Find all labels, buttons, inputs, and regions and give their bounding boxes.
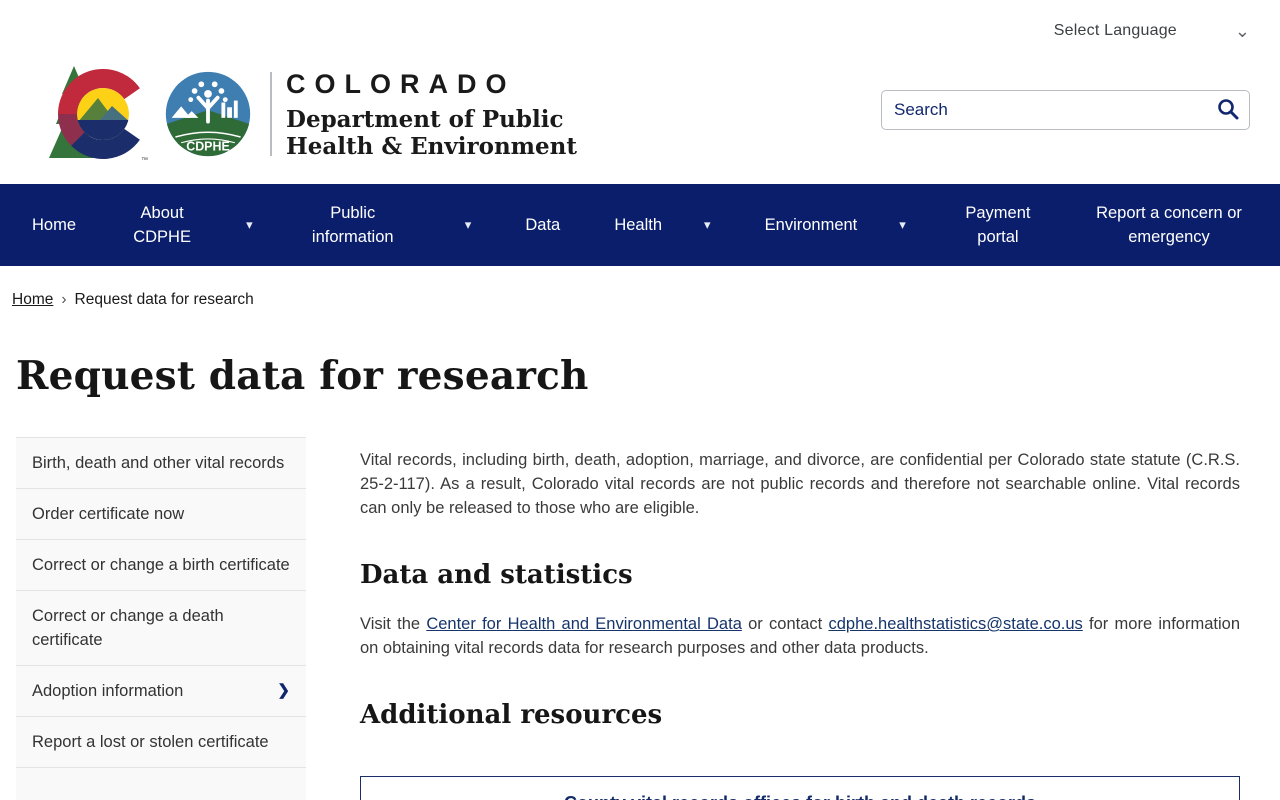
site-header: Select Language ⌄ ™	[0, 0, 1280, 184]
intro-paragraph: Vital records, including birth, death, a…	[360, 451, 1240, 517]
sidebar-item-correct-death-certificate[interactable]: Correct or change a death certificate	[16, 591, 306, 666]
sidebar-item-vital-records[interactable]: Birth, death and other vital records	[16, 438, 306, 489]
resource-box: County vital records offices for birth a…	[360, 776, 1240, 800]
trademark-symbol: ™	[141, 157, 148, 164]
data-statistics-paragraph: Visit the Center for Health and Environm…	[360, 612, 1240, 660]
nav-item-environment[interactable]: Environment ▾	[765, 213, 906, 237]
breadcrumb-separator: ›	[61, 291, 67, 308]
additional-resources-heading: Additional resources	[360, 700, 663, 730]
health-statistics-email-link[interactable]: cdphe.healthstatistics@state.co.us	[828, 615, 1083, 633]
sidebar-item-order-certificate[interactable]: Order certificate now	[16, 489, 306, 540]
paragraph-text: Visit the	[360, 615, 427, 633]
caret-down-icon: ▾	[899, 217, 906, 232]
county-vital-records-offices-link[interactable]: County vital records offices for birth a…	[564, 793, 1036, 800]
sidebar-item-label: Correct or change a birth certificate	[32, 556, 290, 574]
paragraph-text: for more information on obtaining vital …	[360, 615, 1241, 657]
top-utility-bar: Select Language ⌄	[0, 0, 1280, 62]
brand-logo-group[interactable]: ™	[40, 62, 577, 166]
sidebar-item-label: Birth, death and other vital records	[32, 454, 285, 472]
main-content: Vital records, including birth, death, a…	[360, 437, 1240, 800]
nav-item-data[interactable]: Data	[525, 213, 560, 237]
nav-item-label: Payment portal	[965, 204, 1031, 246]
cdphe-logo-text: CDPHE	[186, 139, 230, 153]
colorado-state-logo-icon: ™	[49, 66, 148, 164]
wordmark: COLORADO Department of Public Health & E…	[286, 69, 577, 160]
caret-down-icon: ▾	[246, 217, 253, 232]
nav-item-health[interactable]: Health ▾	[614, 213, 710, 237]
nav-item-label: Public information	[311, 204, 394, 246]
nav-item-report-concern[interactable]: Report a concern or emergency	[1090, 201, 1248, 249]
chevron-right-icon: ❯	[277, 682, 290, 699]
nav-item-about-cdphe[interactable]: About CDPHE ▾	[130, 201, 253, 249]
search-box	[881, 90, 1250, 130]
breadcrumb-current: Request data for research	[74, 291, 254, 308]
sidebar-item-label: Order certificate now	[32, 505, 185, 523]
language-selector[interactable]: Select Language ⌄	[1054, 22, 1250, 40]
wordmark-dept-line2: Health & Environment	[286, 132, 577, 160]
nav-item-label: About CDPHE	[133, 204, 191, 246]
nav-item-label: Health	[614, 216, 663, 234]
sidebar-item-adoption-information[interactable]: Adoption information ❯	[16, 666, 306, 717]
sidebar-navigation: Birth, death and other vital records Ord…	[16, 437, 306, 800]
nav-item-home[interactable]: Home	[32, 213, 76, 237]
nav-item-label: Data	[525, 216, 561, 234]
breadcrumb-home-link[interactable]: Home	[12, 291, 54, 308]
paragraph-text: or contact	[741, 615, 829, 633]
sidebar-item-label: Report a lost or stolen certificate	[32, 733, 269, 751]
caret-down-icon: ▾	[704, 217, 711, 232]
nav-item-label: Home	[32, 216, 77, 234]
wordmark-dept-line1: Department of Public	[286, 105, 564, 133]
content-area: Birth, death and other vital records Ord…	[16, 437, 1240, 800]
nav-item-label: Environment	[764, 216, 858, 234]
page-title: Request data for research	[16, 353, 589, 399]
language-selector-label: Select Language	[1053, 22, 1177, 39]
cdphe-logo-icon: CDPHE	[165, 71, 251, 157]
nav-item-label: Report a concern or emergency	[1096, 204, 1242, 246]
sidebar-item-correct-birth-certificate[interactable]: Correct or change a birth certificate	[16, 540, 306, 591]
center-health-environmental-data-link[interactable]: Center for Health and Environmental Data	[426, 615, 742, 633]
data-statistics-heading: Data and statistics	[360, 560, 633, 590]
wordmark-state: COLORADO	[286, 68, 516, 99]
breadcrumb: Home › Request data for research	[12, 291, 1268, 309]
nav-item-public-information[interactable]: Public information ▾	[307, 201, 472, 249]
sidebar-item-lost-stolen-certificate[interactable]: Report a lost or stolen certificate	[16, 717, 306, 768]
search-icon	[1218, 98, 1239, 119]
search-input[interactable]	[881, 90, 1250, 130]
chevron-down-icon: ⌄	[1234, 21, 1250, 41]
header-main: ™	[0, 62, 1280, 184]
nav-item-payment-portal[interactable]: Payment portal	[960, 201, 1036, 249]
brand-divider	[270, 72, 272, 156]
sidebar-item-label: Correct or change a death certificate	[32, 607, 224, 649]
sidebar-item-label: Adoption information	[32, 682, 184, 700]
main-navigation: Home About CDPHE ▾ Public information ▾ …	[0, 184, 1280, 266]
caret-down-icon: ▾	[464, 217, 472, 232]
search-button[interactable]	[1212, 95, 1244, 125]
